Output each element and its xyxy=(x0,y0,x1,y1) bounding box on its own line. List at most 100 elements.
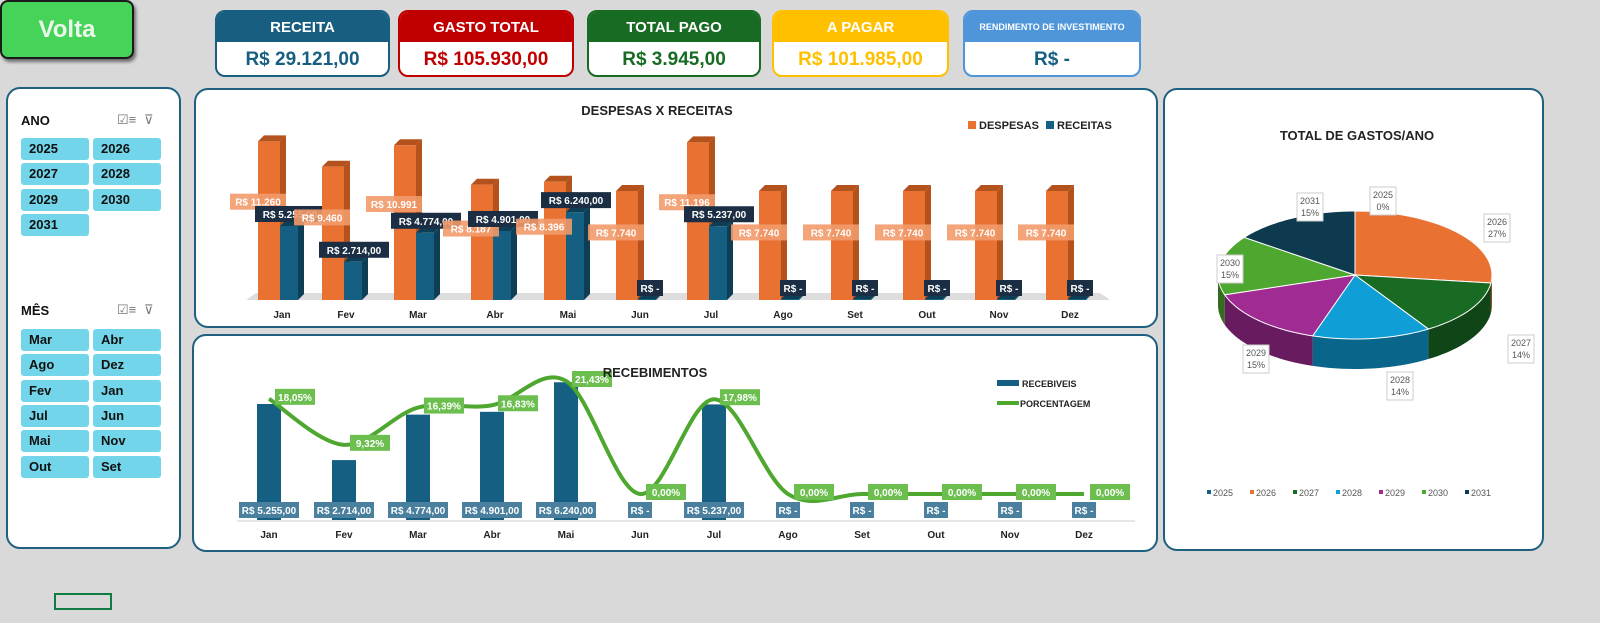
pie-label-year: 2025 xyxy=(1373,190,1393,200)
legend-label: 2028 xyxy=(1342,488,1362,498)
data-label-despesas-bg xyxy=(516,218,572,235)
slicer-item-ano[interactable]: 2031 xyxy=(21,213,89,236)
slicer-item-mes[interactable]: Set xyxy=(93,455,161,478)
bar-despesas[interactable] xyxy=(616,191,638,300)
x-tick-label: Mai xyxy=(558,530,575,541)
bar-receitas[interactable] xyxy=(416,232,434,300)
bar-receitas[interactable] xyxy=(280,225,298,300)
slicer-item-ano[interactable]: 2026 xyxy=(93,138,161,160)
data-label-porcentagem-bg xyxy=(942,484,982,500)
x-tick-label: Jul xyxy=(704,310,719,321)
line-porcentagem[interactable] xyxy=(267,375,1084,503)
data-label-receitas: R$ - xyxy=(641,284,660,295)
bar-recebiveis[interactable] xyxy=(554,382,578,520)
pie-label-year: 2028 xyxy=(1390,375,1410,385)
bar-despesas[interactable] xyxy=(975,191,997,300)
pie-label-box xyxy=(1242,344,1270,374)
data-label-porcentagem-bg xyxy=(868,484,908,500)
slicer-item-ano[interactable]: 2025 xyxy=(21,138,89,160)
data-label-receitas-bg xyxy=(780,280,806,296)
bar-despesas[interactable] xyxy=(831,191,853,300)
multi-select-icon[interactable]: ☑≡ xyxy=(117,302,137,317)
slicer-item-mes[interactable]: Mar xyxy=(21,329,89,351)
bar-despesas[interactable] xyxy=(322,166,344,300)
kpi-card-value: R$ 105.930,00 xyxy=(423,48,549,70)
bar-receitas[interactable] xyxy=(493,230,511,300)
bar-despesas[interactable] xyxy=(471,184,493,300)
data-label-porcentagem: 9,32% xyxy=(356,439,384,450)
x-tick-label: Out xyxy=(918,310,936,321)
data-label-receitas: R$ - xyxy=(856,284,875,295)
slicer-item-mes[interactable]: Jan xyxy=(93,379,161,402)
slicer-item-ano[interactable]: 2030 xyxy=(93,188,161,211)
bar-receitas[interactable] xyxy=(709,226,727,300)
pie-label-box xyxy=(1507,334,1535,364)
bar-recebiveis[interactable] xyxy=(702,404,726,520)
slicer-item-mes[interactable]: Jul xyxy=(21,404,89,427)
bar-despesas[interactable] xyxy=(759,191,781,300)
pie-label-percent: 0% xyxy=(1376,202,1389,212)
data-label-despesas: R$ 7.740 xyxy=(955,228,996,239)
bar-top xyxy=(544,175,572,182)
x-tick-label: Jun xyxy=(631,310,649,321)
data-label-recebiveis-bg xyxy=(850,502,874,518)
clear-filter-icon[interactable]: ⊽ xyxy=(144,112,154,127)
x-tick-label: Set xyxy=(847,310,863,321)
pie-slice-2028[interactable] xyxy=(1311,274,1430,340)
pie-slice-2027[interactable] xyxy=(1353,274,1492,330)
data-label-porcentagem: 18,05% xyxy=(278,393,312,404)
data-label-recebiveis-bg xyxy=(628,502,652,518)
x-tick-label: Nov xyxy=(1001,530,1020,541)
multi-select-icon[interactable]: ☑≡ xyxy=(117,112,137,127)
bar-receitas[interactable] xyxy=(925,299,943,300)
bar-recebiveis[interactable] xyxy=(257,404,281,520)
pie-slice-side xyxy=(1490,275,1492,314)
slicer-item-ano[interactable]: 2027 xyxy=(21,163,89,186)
data-label-porcentagem: 16,83% xyxy=(501,399,535,410)
bar-side xyxy=(853,185,859,300)
data-label-receitas: R$ 5.255,00 xyxy=(263,210,318,221)
data-label-porcentagem-bg xyxy=(498,395,538,412)
bar-recebiveis[interactable] xyxy=(480,411,504,520)
slicer-item-mes[interactable]: Abr xyxy=(93,329,161,351)
bar-receitas[interactable] xyxy=(853,299,871,300)
slicer-item-mes[interactable]: Nov xyxy=(93,430,161,453)
bar-side xyxy=(584,206,590,300)
data-label-porcentagem-bg xyxy=(275,388,315,405)
clear-filter-icon[interactable]: ⊽ xyxy=(144,302,154,317)
pie-slice-2026[interactable] xyxy=(1354,210,1493,284)
x-tick-label: Abr xyxy=(483,530,500,541)
volta-button[interactable]: Volta xyxy=(0,0,134,59)
data-label-receitas: R$ - xyxy=(1000,284,1019,295)
data-label-recebiveis: R$ 5.237,00 xyxy=(687,506,742,517)
bar-receitas[interactable] xyxy=(997,299,1015,300)
pie-label-box xyxy=(1296,192,1324,222)
bar-top xyxy=(759,185,787,191)
bar-receitas[interactable] xyxy=(781,299,799,300)
slicer-item-mes[interactable]: Ago xyxy=(21,354,89,377)
data-label-despesas: R$ 10.991 xyxy=(371,200,418,211)
slicer-item-mes[interactable]: Dez xyxy=(93,354,161,377)
slicer-title-ano: ANO xyxy=(21,113,50,128)
slicer-item-mes[interactable]: Mai xyxy=(21,430,89,453)
x-tick-label: Fev xyxy=(337,310,355,321)
bar-despesas[interactable] xyxy=(1046,191,1068,300)
selected-cell[interactable] xyxy=(54,593,112,610)
bar-despesas[interactable] xyxy=(544,181,566,300)
legend-label: DESPESAS xyxy=(979,120,1039,132)
bar-side xyxy=(298,219,304,300)
data-label-recebiveis-bg xyxy=(684,502,744,518)
slicer-item-ano[interactable]: 2028 xyxy=(93,163,161,186)
data-label-porcentagem-bg xyxy=(1090,484,1130,500)
data-label-porcentagem-bg xyxy=(720,389,760,406)
bar-despesas[interactable] xyxy=(903,191,925,300)
bar-receitas[interactable] xyxy=(638,299,656,300)
slicer-item-mes[interactable]: Fev xyxy=(21,379,89,402)
slicer-item-mes[interactable]: Out xyxy=(21,455,89,478)
bar-receitas[interactable] xyxy=(1068,299,1086,300)
slicer-item-mes[interactable]: Jun xyxy=(93,404,161,427)
slicer-item-ano[interactable]: 2029 xyxy=(21,188,89,211)
data-label-receitas: R$ 2.714,00 xyxy=(327,246,382,257)
bar-receitas[interactable] xyxy=(344,261,362,300)
pie-slice-2031[interactable] xyxy=(1243,210,1356,276)
